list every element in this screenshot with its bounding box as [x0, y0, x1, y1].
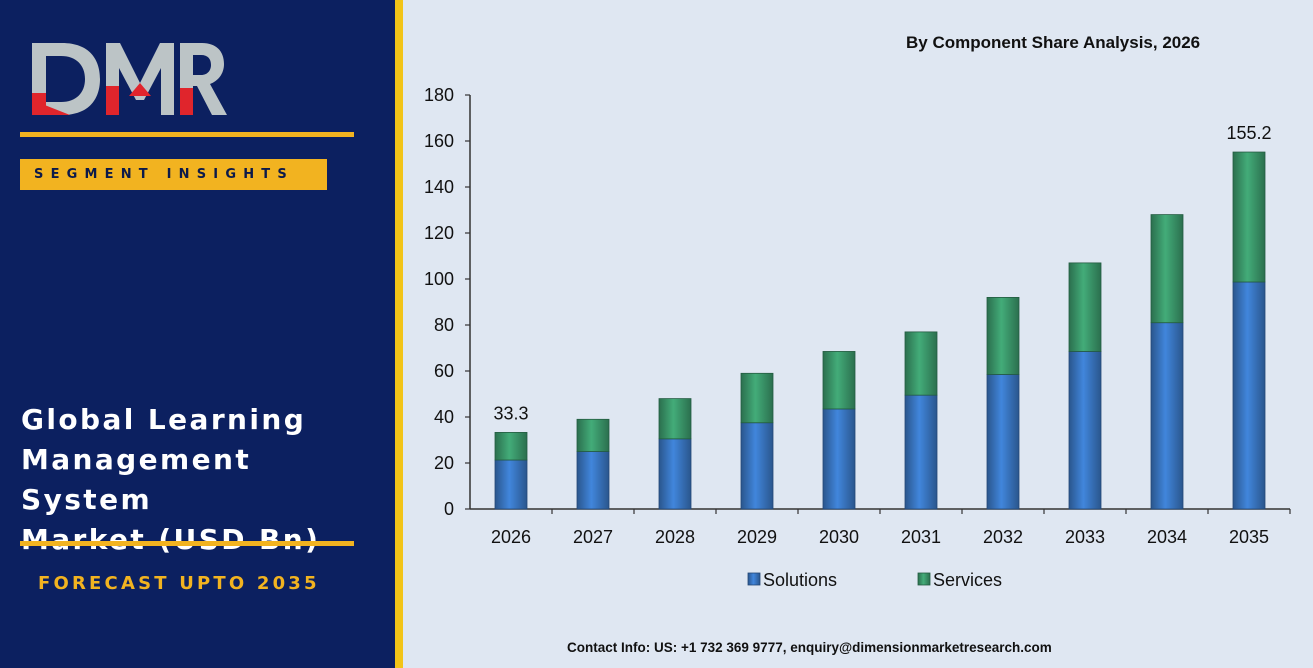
panel-title-line: Management System	[21, 443, 252, 516]
legend-swatch-services	[917, 572, 931, 586]
bar-segment-services	[1232, 151, 1266, 283]
bar-segment-services	[740, 372, 774, 424]
x-tick-label: 2027	[573, 527, 613, 547]
bar-segment-solutions	[1068, 351, 1102, 510]
x-tick-label: 2029	[737, 527, 777, 547]
bar-segment-solutions	[576, 451, 610, 510]
bar-segment-services	[576, 418, 610, 452]
y-tick-label: 120	[424, 223, 454, 243]
chart-title: By Component Share Analysis, 2026	[906, 33, 1201, 52]
y-tick-label: 40	[434, 407, 454, 427]
gold-divider-stripe	[395, 0, 403, 668]
x-tick-label: 2035	[1229, 527, 1269, 547]
bar-segment-solutions	[1232, 281, 1266, 510]
y-tick-label: 100	[424, 269, 454, 289]
contact-info: Contact Info: US: +1 732 369 9777, enqui…	[567, 640, 1052, 655]
gold-rule-bottom	[20, 541, 354, 546]
gold-rule-top	[20, 132, 354, 137]
bar-segment-solutions	[1150, 322, 1184, 510]
bar-segment-services	[904, 331, 938, 396]
x-tick-label: 2031	[901, 527, 941, 547]
bar-segment-services	[1068, 262, 1102, 352]
bar-segment-services	[822, 351, 856, 410]
x-tick-label: 2030	[819, 527, 859, 547]
bar-segment-solutions	[658, 438, 692, 510]
bar-segment-services	[658, 398, 692, 440]
legend-label-services: Services	[933, 570, 1002, 590]
bar-segment-solutions	[822, 408, 856, 510]
panel-title: Global Learning Management System Market…	[21, 400, 393, 560]
y-tick-label: 180	[424, 85, 454, 105]
bar-segment-solutions	[740, 422, 774, 510]
legend-swatch-solutions	[747, 572, 761, 586]
bar-segment-services	[494, 432, 528, 461]
x-tick-label: 2028	[655, 527, 695, 547]
x-tick-label: 2034	[1147, 527, 1187, 547]
dmr-logo	[32, 43, 227, 115]
y-tick-label: 20	[434, 453, 454, 473]
y-tick-label: 140	[424, 177, 454, 197]
y-tick-label: 160	[424, 131, 454, 151]
panel-title-line: Global Learning	[21, 403, 307, 436]
data-label: 155.2	[1226, 123, 1271, 143]
bar-segment-solutions	[986, 374, 1020, 510]
data-label: 33.3	[493, 403, 528, 423]
bar-segment-solutions	[904, 394, 938, 510]
bar-segment-solutions	[494, 459, 528, 510]
stacked-bar-chart: 0 20 40 60 80 100 120 140 160 180 2026 2027 2028 2029…	[424, 85, 1291, 590]
panel-title-line: Market (USD Bn)	[21, 523, 321, 556]
segment-insights-badge: SEGMENT INSIGHTS	[20, 159, 327, 190]
x-tick-label: 2032	[983, 527, 1023, 547]
bar-segment-services	[986, 296, 1020, 375]
y-tick-label: 60	[434, 361, 454, 381]
bar-segment-services	[1150, 214, 1184, 324]
x-tick-label: 2033	[1065, 527, 1105, 547]
y-tick-label: 80	[434, 315, 454, 335]
forecast-label: FORECAST UPTO 2035	[38, 573, 320, 594]
x-tick-label: 2026	[491, 527, 531, 547]
y-tick-label: 0	[444, 499, 454, 519]
legend-label-solutions: Solutions	[763, 570, 837, 590]
